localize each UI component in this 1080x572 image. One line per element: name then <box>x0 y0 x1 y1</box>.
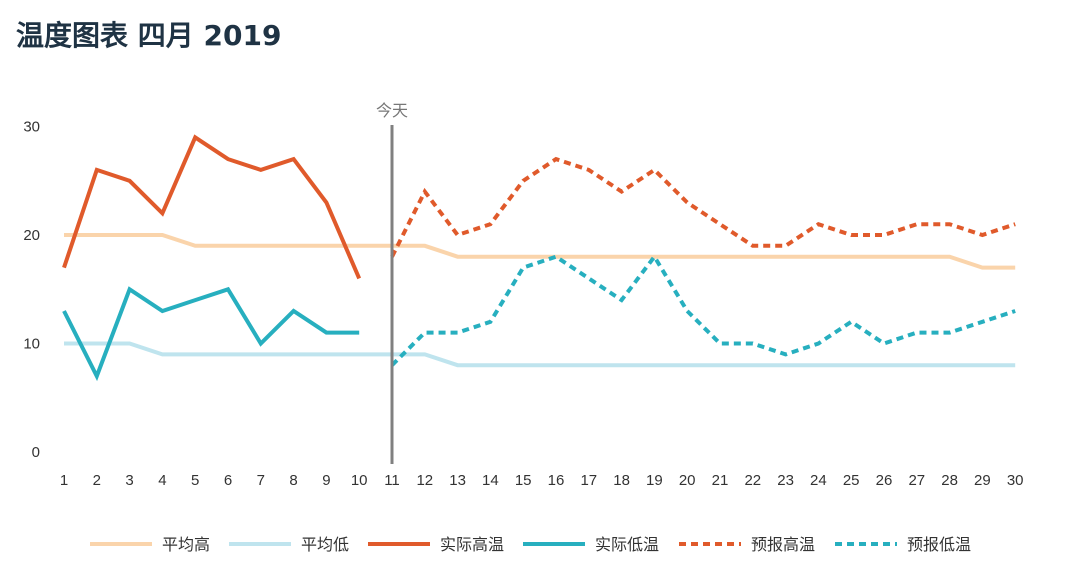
x-tick-label: 7 <box>257 472 265 489</box>
series-line-5 <box>390 253 1016 367</box>
x-tick-label: 24 <box>810 472 827 489</box>
x-tick-label: 13 <box>449 472 466 489</box>
series-line-3 <box>62 286 360 382</box>
legend-label-2: 实际高温 <box>440 535 504 554</box>
y-tick-label: 30 <box>23 119 40 136</box>
legend-label-3: 实际低温 <box>595 535 659 554</box>
y-tick-label: 0 <box>32 444 40 461</box>
legend: 平均高 平均低 实际高温 实际低温 预报高温 预报低温 <box>90 535 971 554</box>
series-line-0 <box>64 233 1016 270</box>
x-tick-label: 12 <box>416 472 433 489</box>
x-tick-label: 10 <box>351 472 368 489</box>
x-tick-label: 29 <box>974 472 991 489</box>
x-tick-label: 17 <box>580 472 597 489</box>
x-tick-label: 30 <box>1007 472 1024 489</box>
y-tick-label: 10 <box>23 336 40 353</box>
x-tick-label: 2 <box>93 472 101 489</box>
x-tick-label: 19 <box>646 472 663 489</box>
legend-label-1: 平均低 <box>301 535 349 554</box>
x-tick-label: 1 <box>60 472 68 489</box>
x-tick-label: 23 <box>777 472 794 489</box>
x-tick-label: 14 <box>482 472 499 489</box>
x-tick-label: 20 <box>679 472 696 489</box>
x-tick-label: 16 <box>548 472 565 489</box>
x-tick-label: 22 <box>744 472 761 489</box>
series-layer <box>62 134 1016 382</box>
x-tick-label: 25 <box>843 472 860 489</box>
legend-label-0: 平均高 <box>162 535 210 554</box>
x-tick-label: 28 <box>941 472 958 489</box>
x-tick-label: 8 <box>289 472 297 489</box>
y-tick-label: 20 <box>23 227 40 244</box>
x-tick-label: 26 <box>876 472 893 489</box>
x-tick-label: 27 <box>908 472 925 489</box>
chart-title: 温度图表 四月 2019 <box>16 19 282 52</box>
today-marker: 今天 <box>376 101 408 464</box>
y-axis-ticks: 0 10 20 30 <box>23 119 40 462</box>
series-line-2 <box>62 134 362 280</box>
x-tick-label: 4 <box>158 472 166 489</box>
legend-label-4: 预报高温 <box>751 535 815 554</box>
x-tick-label: 21 <box>712 472 729 489</box>
x-tick-label: 3 <box>125 472 133 489</box>
x-tick-label: 6 <box>224 472 232 489</box>
series-line-4 <box>390 156 1016 258</box>
series-line-1 <box>64 341 1016 368</box>
x-tick-label: 18 <box>613 472 630 489</box>
x-tick-label: 9 <box>322 472 330 489</box>
legend-label-5: 预报低温 <box>907 535 971 554</box>
x-axis-ticks: 1 2 3 4 5 6 7 8 9 10 11 12 13 14 15 16 17 18 19 20 21 22 23 24 2… <box>60 472 1024 489</box>
x-tick-label: 15 <box>515 472 532 489</box>
x-tick-label: 5 <box>191 472 199 489</box>
x-tick-label: 11 <box>384 472 400 489</box>
today-label: 今天 <box>376 101 408 120</box>
